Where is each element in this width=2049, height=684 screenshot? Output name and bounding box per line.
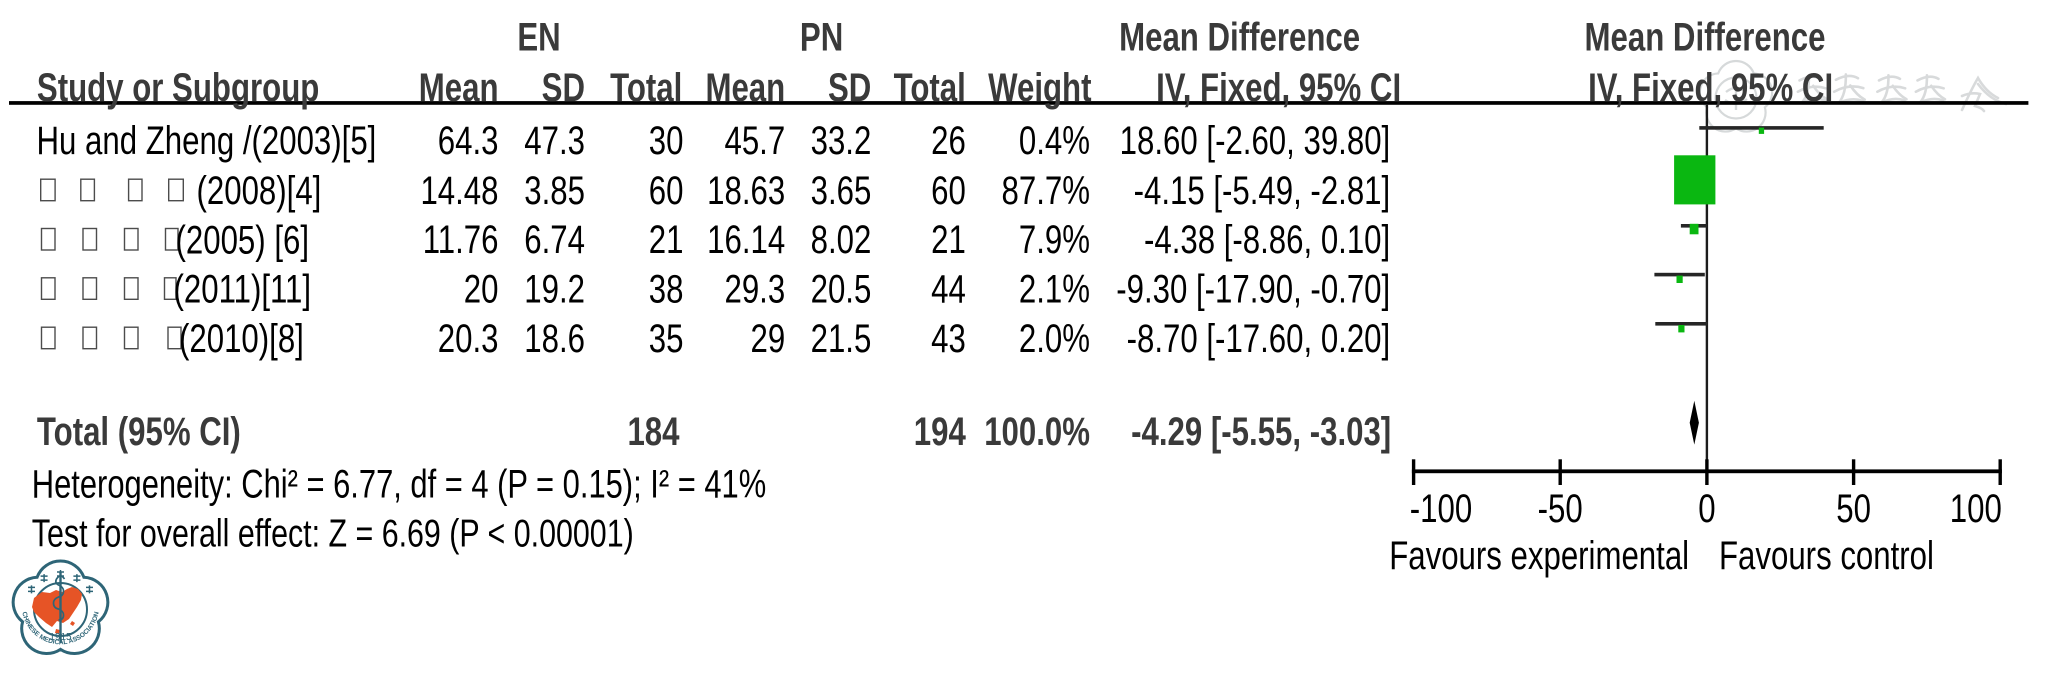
svg-text:2.0%: 2.0%: [1019, 316, 1090, 361]
svg-text:44: 44: [931, 267, 966, 312]
svg-text:EN: EN: [517, 15, 560, 60]
svg-text:Mean: Mean: [705, 65, 785, 110]
svg-text:Test for overall effect: Z = 6: Test for overall effect: Z = 6.69 (P < 0…: [32, 512, 634, 556]
svg-text:(2010)[8]: (2010)[8]: [179, 316, 304, 361]
svg-text:-4.15 [-5.49, -2.81]: -4.15 [-5.49, -2.81]: [1134, 168, 1391, 213]
svg-text:21.5: 21.5: [811, 316, 872, 361]
svg-text:-4.38 [-8.86, 0.10]: -4.38 [-8.86, 0.10]: [1144, 218, 1390, 263]
svg-text:2.1%: 2.1%: [1019, 267, 1090, 312]
svg-text:Total: Total: [894, 65, 966, 110]
svg-text:21: 21: [931, 218, 966, 263]
svg-text:194: 194: [914, 409, 966, 454]
svg-text:18.63: 18.63: [707, 168, 785, 213]
svg-text:184: 184: [627, 409, 679, 454]
svg-text:-100: -100: [1410, 486, 1472, 531]
svg-text:100.0%: 100.0%: [984, 409, 1090, 454]
svg-text:60: 60: [931, 168, 966, 213]
svg-text:Favours control: Favours control: [1719, 533, 1934, 578]
svg-text:6.74: 6.74: [524, 218, 585, 263]
svg-text:43: 43: [931, 316, 966, 361]
svg-text:SD: SD: [828, 65, 871, 110]
svg-text:33.2: 33.2: [811, 118, 872, 163]
svg-text:Heterogeneity: Chi² = 6.77, df: Heterogeneity: Chi² = 6.77, df = 4 (P = …: [32, 462, 766, 507]
svg-text:-8.70 [-17.60, 0.20]: -8.70 [-17.60, 0.20]: [1127, 316, 1391, 361]
svg-text:Mean: Mean: [419, 65, 499, 110]
svg-text:30: 30: [649, 118, 684, 163]
svg-text:3.65: 3.65: [811, 168, 872, 213]
svg-text:87.7%: 87.7%: [1002, 168, 1090, 213]
svg-text:1915: 1915: [49, 632, 72, 643]
svg-text:20.3: 20.3: [438, 316, 499, 361]
svg-text:18.6: 18.6: [524, 316, 585, 361]
svg-text:64.3: 64.3: [438, 118, 499, 163]
svg-text:29.3: 29.3: [724, 267, 785, 312]
svg-text:(2008)[4]: (2008)[4]: [197, 168, 322, 213]
svg-text:45.7: 45.7: [724, 118, 785, 163]
svg-text:(2005) [6]: (2005) [6]: [176, 218, 310, 263]
svg-text:Total: Total: [610, 65, 682, 110]
svg-text:IV, Fixed, 95% CI: IV, Fixed, 95% CI: [1156, 65, 1401, 110]
svg-text:SD: SD: [542, 65, 585, 110]
svg-text:Hu and Zheng /(2003)[5]: Hu and Zheng /(2003)[5]: [37, 118, 377, 163]
svg-text:0: 0: [1698, 486, 1715, 531]
svg-text:11.76: 11.76: [423, 218, 499, 263]
svg-text:-4.29 [-5.55, -3.03]: -4.29 [-5.55, -3.03]: [1131, 409, 1391, 454]
svg-text:Total (95% CI): Total (95% CI): [37, 409, 241, 454]
svg-text:Study or Subgroup: Study or Subgroup: [37, 65, 319, 110]
svg-text:8.02: 8.02: [811, 218, 872, 263]
svg-text:47.3: 47.3: [524, 118, 585, 163]
svg-text:38: 38: [649, 267, 684, 312]
svg-text:-50: -50: [1538, 486, 1583, 531]
svg-text:PN: PN: [800, 15, 843, 60]
svg-text:18.60 [-2.60, 39.80]: 18.60 [-2.60, 39.80]: [1120, 118, 1391, 163]
svg-text:14.48: 14.48: [420, 168, 498, 213]
svg-text:Mean Difference: Mean Difference: [1585, 15, 1826, 60]
svg-text:IV, Fixed, 95% CI: IV, Fixed, 95% CI: [1588, 65, 1833, 110]
svg-text:20: 20: [464, 267, 499, 312]
svg-text:Favours experimental: Favours experimental: [1389, 533, 1689, 578]
svg-text:(2011)[11]: (2011)[11]: [174, 267, 312, 312]
svg-text:7.9%: 7.9%: [1019, 218, 1090, 263]
svg-text:26: 26: [931, 118, 966, 163]
svg-text:Weight: Weight: [988, 65, 1091, 110]
svg-text:20.5: 20.5: [811, 267, 872, 312]
svg-text:21: 21: [649, 218, 684, 263]
svg-text:16.14: 16.14: [707, 218, 785, 263]
svg-text:Mean Difference: Mean Difference: [1119, 15, 1360, 60]
svg-text:100: 100: [1950, 486, 2002, 531]
svg-text:-9.30 [-17.90, -0.70]: -9.30 [-17.90, -0.70]: [1116, 267, 1390, 312]
svg-text:35: 35: [649, 316, 684, 361]
svg-text:60: 60: [649, 168, 684, 213]
svg-text:50: 50: [1836, 486, 1871, 531]
svg-text:29: 29: [751, 316, 786, 361]
svg-text:19.2: 19.2: [524, 267, 585, 312]
svg-text:3.85: 3.85: [524, 168, 585, 213]
svg-text:0.4%: 0.4%: [1019, 118, 1090, 163]
